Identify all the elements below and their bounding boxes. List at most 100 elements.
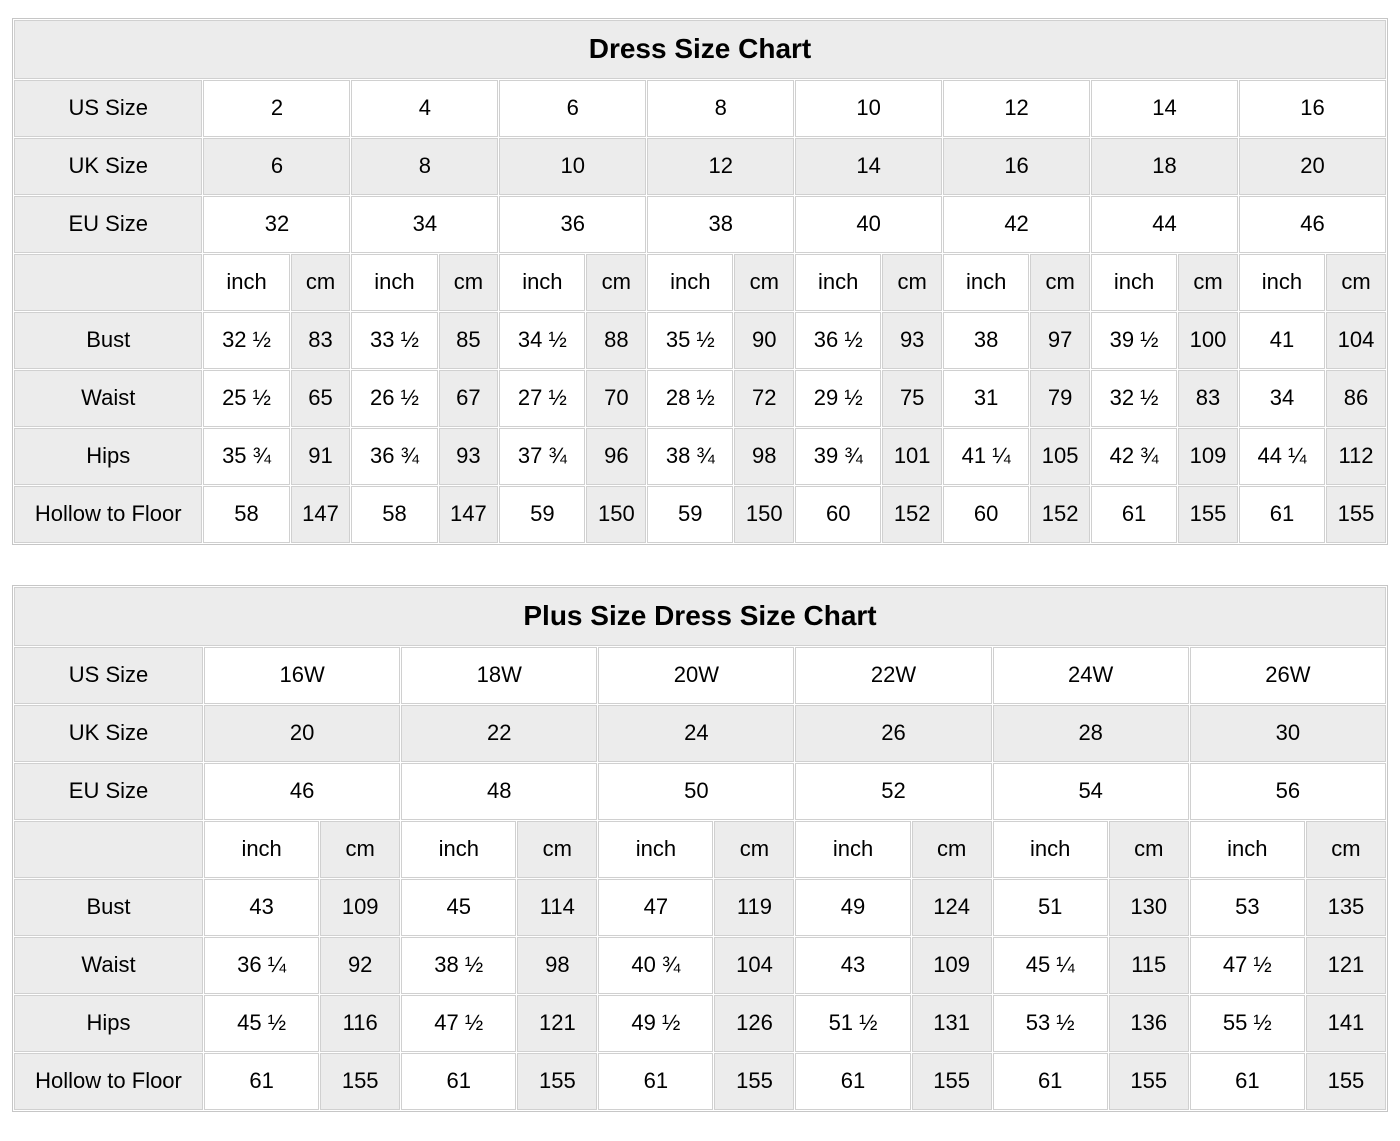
measurement-cm-cell: 147 <box>438 486 499 543</box>
unit-cm-header: cm <box>911 821 992 878</box>
size-value-cell: 56 <box>1189 763 1386 820</box>
row-label-hips: Hips <box>14 995 204 1052</box>
measurement-inch-cell: 43 <box>795 937 911 994</box>
size-value-cell: 16 <box>1238 80 1386 137</box>
unit-inch-header: inch <box>598 821 714 878</box>
measurement-inch-cell: 36 ½ <box>795 312 882 369</box>
measurement-cm-cell: 155 <box>517 1053 598 1110</box>
measurement-inch-cell: 61 <box>1238 486 1326 543</box>
measurement-cm-cell: 155 <box>1326 486 1386 543</box>
table-title: Plus Size Dress Size Chart <box>14 587 1386 646</box>
table-title: Dress Size Chart <box>14 20 1386 79</box>
measurement-inch-cell: 37 ¾ <box>499 428 586 485</box>
measurement-inch-cell: 59 <box>499 486 586 543</box>
measurement-inch-cell: 41 ¼ <box>943 428 1030 485</box>
measurement-cm-cell: 83 <box>290 312 351 369</box>
unit-cm-header: cm <box>320 821 401 878</box>
size-value-cell: 20W <box>598 647 795 704</box>
measurement-cm-cell: 104 <box>1326 312 1386 369</box>
unit-cm-header: cm <box>1108 821 1189 878</box>
measurement-inch-cell: 38 <box>943 312 1030 369</box>
size-value-cell: 46 <box>204 763 401 820</box>
measurement-inch-cell: 35 ½ <box>647 312 734 369</box>
measurement-inch-cell: 40 ¾ <box>598 937 714 994</box>
size-value-cell: 32 <box>203 196 351 253</box>
measurement-inch-cell: 26 ½ <box>351 370 438 427</box>
unit-cm-header: cm <box>1030 254 1091 311</box>
measurement-cm-cell: 115 <box>1108 937 1189 994</box>
measurement-cm-cell: 96 <box>586 428 647 485</box>
size-value-cell: 6 <box>499 80 647 137</box>
measurement-inch-cell: 45 ¼ <box>992 937 1108 994</box>
row-label-eu-size: EU Size <box>14 763 204 820</box>
measurement-inch-cell: 53 <box>1189 879 1305 936</box>
unit-cm-header: cm <box>290 254 351 311</box>
measurement-inch-cell: 53 ½ <box>992 995 1108 1052</box>
measurement-inch-cell: 59 <box>647 486 734 543</box>
measurement-inch-cell: 36 ¾ <box>351 428 438 485</box>
row-label-bust: Bust <box>14 312 203 369</box>
size-value-cell: 52 <box>795 763 992 820</box>
row-label-waist: Waist <box>14 937 204 994</box>
size-value-cell: 42 <box>943 196 1091 253</box>
measurement-cm-cell: 121 <box>517 995 598 1052</box>
unit-inch-header: inch <box>795 821 911 878</box>
measurement-inch-cell: 39 ¾ <box>795 428 882 485</box>
measurement-inch-cell: 29 ½ <box>795 370 882 427</box>
size-value-cell: 8 <box>351 138 499 195</box>
measurement-inch-cell: 36 ¼ <box>204 937 320 994</box>
size-value-cell: 24W <box>992 647 1189 704</box>
measurement-cm-cell: 155 <box>714 1053 795 1110</box>
size-value-cell: 16W <box>204 647 401 704</box>
measurement-inch-cell: 34 <box>1238 370 1326 427</box>
row-label-uk-size: UK Size <box>14 138 203 195</box>
unit-row-label-empty <box>14 821 204 878</box>
unit-cm-header: cm <box>882 254 943 311</box>
measurement-cm-cell: 155 <box>1305 1053 1386 1110</box>
size-value-cell: 10 <box>499 138 647 195</box>
measurement-inch-cell: 43 <box>204 879 320 936</box>
measurement-inch-cell: 51 <box>992 879 1108 936</box>
measurement-cm-cell: 83 <box>1178 370 1238 427</box>
measurement-inch-cell: 42 ¾ <box>1091 428 1178 485</box>
measurement-cm-cell: 155 <box>911 1053 992 1110</box>
unit-cm-header: cm <box>714 821 795 878</box>
size-value-cell: 30 <box>1189 705 1386 762</box>
measurement-inch-cell: 47 <box>598 879 714 936</box>
unit-inch-header: inch <box>499 254 586 311</box>
size-value-cell: 2 <box>203 80 351 137</box>
measurement-cm-cell: 98 <box>517 937 598 994</box>
measurement-cm-cell: 98 <box>734 428 795 485</box>
row-label-hollow-to-floor: Hollow to Floor <box>14 486 203 543</box>
measurement-cm-cell: 136 <box>1108 995 1189 1052</box>
unit-cm-header: cm <box>734 254 795 311</box>
measurement-inch-cell: 58 <box>351 486 438 543</box>
measurement-inch-cell: 49 <box>795 879 911 936</box>
measurement-inch-cell: 41 <box>1238 312 1326 369</box>
measurement-inch-cell: 61 <box>204 1053 320 1110</box>
measurement-cm-cell: 72 <box>734 370 795 427</box>
measurement-cm-cell: 91 <box>290 428 351 485</box>
measurement-inch-cell: 51 ½ <box>795 995 911 1052</box>
measurement-cm-cell: 130 <box>1108 879 1189 936</box>
row-label-us-size: US Size <box>14 80 203 137</box>
unit-inch-header: inch <box>351 254 438 311</box>
row-label-hips: Hips <box>14 428 203 485</box>
row-label-uk-size: UK Size <box>14 705 204 762</box>
unit-inch-header: inch <box>1189 821 1305 878</box>
size-value-cell: 10 <box>795 80 943 137</box>
measurement-cm-cell: 85 <box>438 312 499 369</box>
measurement-inch-cell: 61 <box>1091 486 1178 543</box>
size-value-cell: 18W <box>401 647 598 704</box>
size-value-cell: 20 <box>204 705 401 762</box>
measurement-inch-cell: 33 ½ <box>351 312 438 369</box>
unit-inch-header: inch <box>992 821 1108 878</box>
size-value-cell: 28 <box>992 705 1189 762</box>
measurement-cm-cell: 79 <box>1030 370 1091 427</box>
measurement-inch-cell: 60 <box>795 486 882 543</box>
size-value-cell: 26 <box>795 705 992 762</box>
measurement-cm-cell: 100 <box>1178 312 1238 369</box>
size-value-cell: 34 <box>351 196 499 253</box>
measurement-inch-cell: 55 ½ <box>1189 995 1305 1052</box>
